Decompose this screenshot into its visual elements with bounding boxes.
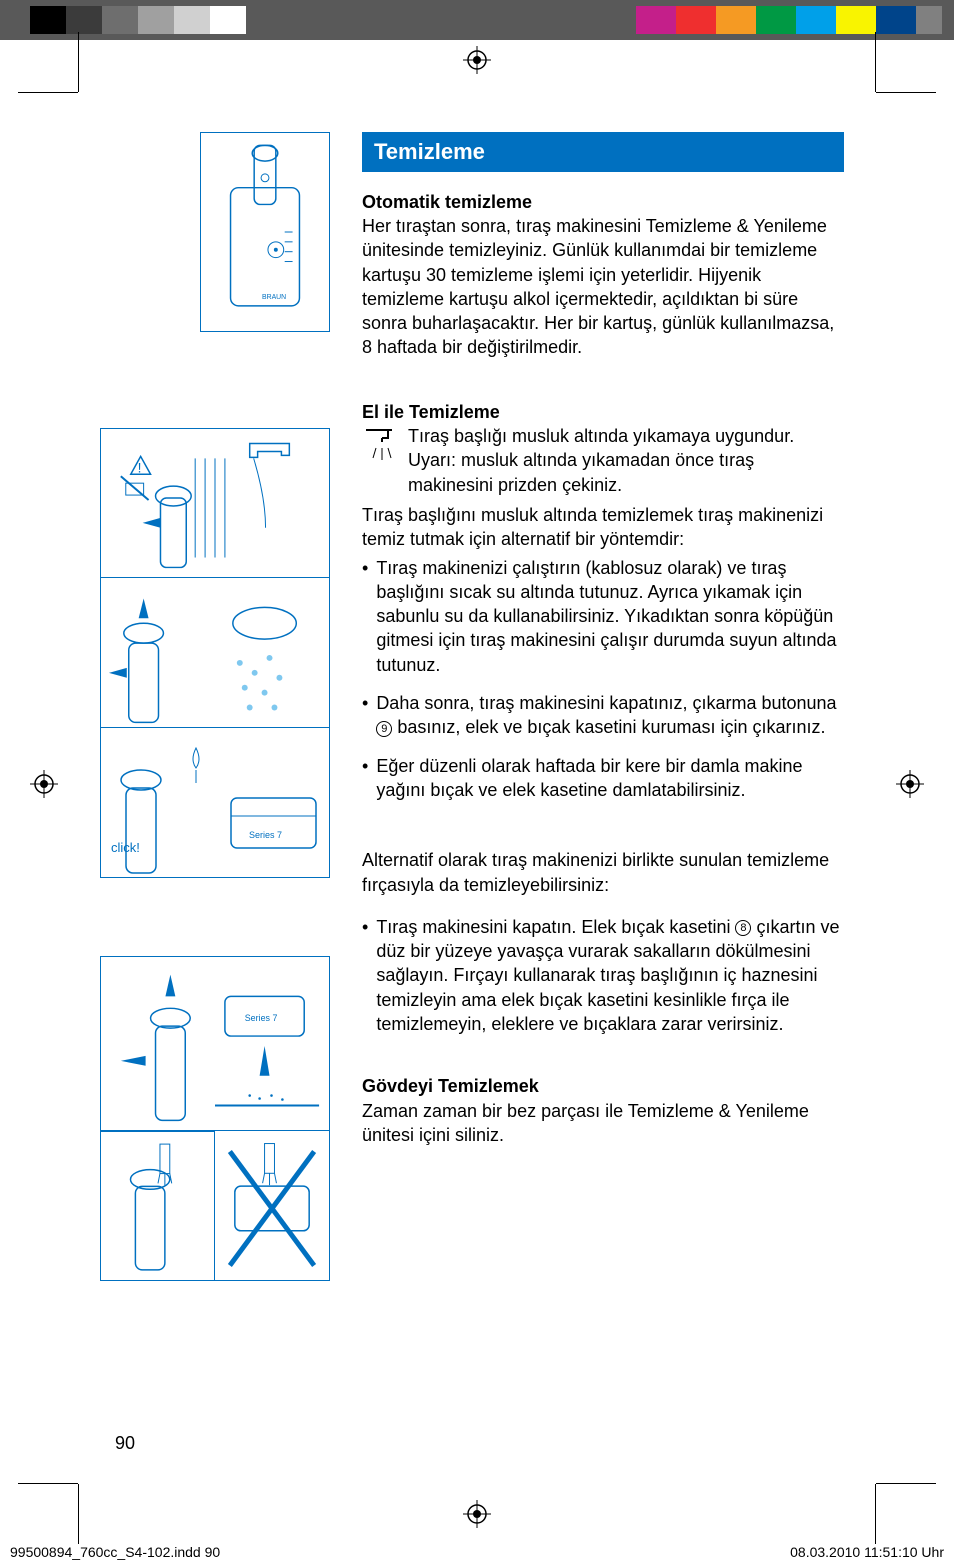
page-area: BRAUN ! xyxy=(80,92,874,1484)
registration-mark-icon xyxy=(30,770,58,798)
illus-brush-inside-ok xyxy=(100,1131,215,1281)
illus-water-cleaning-steps: ! xyxy=(100,428,330,878)
manual-clean-bullet-2: Daha sonra, tıraş makinesini kapatınız, … xyxy=(376,691,844,740)
registration-mark-icon xyxy=(463,46,491,74)
section-header: Temizleme xyxy=(362,132,844,172)
ref-9-icon: 9 xyxy=(376,721,392,737)
svg-text:!: ! xyxy=(138,459,142,475)
housing-clean-heading: Gövdeyi Temizlemek xyxy=(362,1074,844,1098)
manual-clean-heading: El ile Temizleme xyxy=(362,400,844,424)
crop-mark xyxy=(78,32,79,92)
auto-clean-heading: Otomatik temizleme xyxy=(362,190,844,214)
brush-clean-intro: Alternatif olarak tıraş makinenizi birli… xyxy=(362,848,844,897)
illus-cleaning-station: BRAUN xyxy=(200,132,330,332)
footer-file: 99500894_760cc_S4-102.indd 90 xyxy=(10,1544,220,1560)
illus-rinse-under-water: ! xyxy=(100,428,330,578)
print-footer: 99500894_760cc_S4-102.indd 90 08.03.2010… xyxy=(10,1544,944,1560)
illus-click-foil-back: Series 7 click! xyxy=(100,728,330,878)
crop-mark xyxy=(876,92,936,93)
crop-mark xyxy=(78,1484,79,1544)
text-column: Temizleme Otomatik temizleme Her tıraşta… xyxy=(362,132,844,1454)
manual-clean-bullet-3: Eğer düzenli olarak haftada bir kere bir… xyxy=(376,754,844,803)
page-number: 90 xyxy=(115,1433,135,1454)
crop-mark xyxy=(18,1483,78,1484)
housing-clean-body: Zaman zaman bir bez parçası ile Temizlem… xyxy=(362,1099,844,1148)
illus-brush-foil-forbidden xyxy=(215,1131,330,1281)
auto-clean-body: Her tıraştan sonra, tıraş makinesini Tem… xyxy=(362,214,844,360)
brush-clean-bullet: Tıraş makinesini kapatın. Elek bıçak kas… xyxy=(376,915,844,1036)
registration-mark-icon xyxy=(896,770,924,798)
series-label: Series 7 xyxy=(249,830,282,840)
crop-mark xyxy=(875,1484,876,1544)
tap-water-icon xyxy=(362,424,398,462)
print-color-bar xyxy=(0,0,954,40)
click-label: click! xyxy=(111,840,140,855)
illus-tap-out-debris: Series 7 xyxy=(100,956,330,1131)
manual-clean-intro: Tıraş başlığını musluk altında temizleme… xyxy=(362,503,844,552)
svg-text:Series 7: Series 7 xyxy=(245,1013,278,1023)
manual-clean-line2: Uyarı: musluk altında yıkamadan önce tır… xyxy=(408,448,844,497)
illus-remove-foil-rinse xyxy=(100,578,330,728)
crop-mark xyxy=(875,32,876,92)
crop-mark xyxy=(18,92,78,93)
manual-clean-line1: Tıraş başlığı musluk altında yıkamaya uy… xyxy=(408,424,844,448)
registration-mark-icon xyxy=(463,1500,491,1528)
illustration-column: BRAUN ! xyxy=(100,132,330,1454)
footer-date: 08.03.2010 11:51:10 Uhr xyxy=(790,1544,944,1560)
illus-brush-cleaning-steps: Series 7 xyxy=(100,956,330,1281)
crop-mark xyxy=(876,1483,936,1484)
ref-8-icon: 8 xyxy=(735,920,751,936)
svg-text:BRAUN: BRAUN xyxy=(262,294,286,301)
manual-clean-bullet-1: Tıraş makinenizi çalıştırın (kablosuz ol… xyxy=(376,556,844,677)
